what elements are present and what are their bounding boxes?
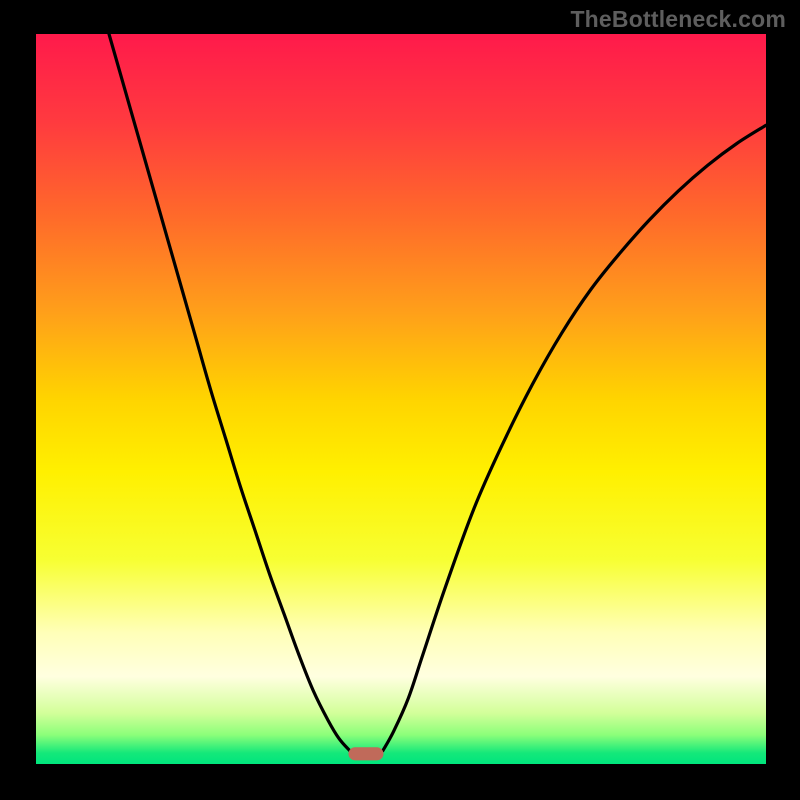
plot-svg [36,34,766,764]
plot-frame [36,34,766,764]
watermark-text: TheBottleneck.com [570,6,786,33]
gradient-background [36,34,766,764]
chart-container: TheBottleneck.com [0,0,800,800]
bottleneck-marker [348,747,383,760]
